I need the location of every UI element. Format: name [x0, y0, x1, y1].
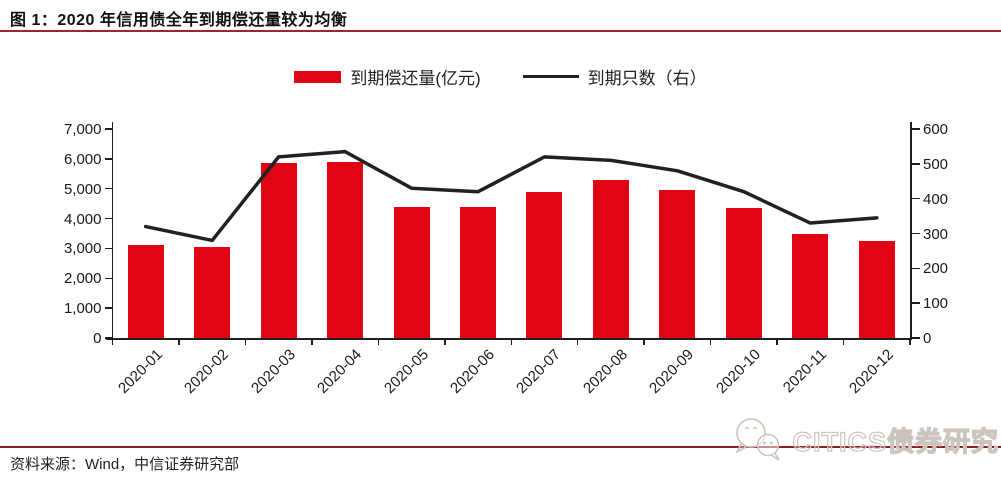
left-axis-tick-label: 0 — [93, 330, 102, 347]
bar-2020-03 — [260, 163, 297, 338]
left-axis-tick-label: 5,000 — [63, 180, 102, 198]
x-axis-tick — [643, 338, 645, 345]
bar-2020-07 — [526, 191, 563, 338]
x-axis-tick — [111, 338, 114, 345]
left-axis-tick-label: 1,000 — [63, 300, 102, 318]
legend-item-bar-series: 到期偿还量(亿元) — [294, 64, 481, 89]
bar-2020-08 — [592, 179, 629, 338]
left-axis-tick-label: 6,000 — [63, 150, 102, 168]
x-axis-tick — [311, 338, 313, 345]
source-note: 资料来源：Wind，中信证券研究部 — [10, 456, 240, 473]
chart-legend: 到期偿还量(亿元) 到期只数（右） — [0, 64, 1001, 89]
x-axis-tick — [377, 338, 380, 345]
left-axis-tick — [104, 277, 113, 280]
bar-2020-01 — [127, 245, 164, 338]
bar-series-swatch — [294, 70, 342, 83]
title-divider-rule — [0, 30, 1001, 32]
legend-item-line-series: 到期只数（右） — [522, 64, 707, 89]
x-axis-tick — [576, 338, 579, 345]
bar-2020-04 — [327, 161, 364, 338]
left-axis-tick-label: 3,000 — [63, 240, 102, 258]
legend-label-line-series: 到期只数（右） — [587, 69, 707, 88]
bar-2020-11 — [792, 233, 829, 338]
right-axis-tick — [911, 232, 920, 235]
left-axis-tick — [104, 307, 113, 309]
bar-2020-06 — [460, 206, 497, 338]
x-axis-tick — [244, 338, 247, 345]
left-axis-line — [111, 122, 113, 340]
left-axis-tick — [104, 247, 113, 250]
right-axis-tick-label: 500 — [923, 155, 949, 173]
x-axis-tick — [709, 338, 712, 345]
bar-2020-02 — [194, 246, 231, 338]
x-axis-tick — [510, 338, 512, 345]
x-axis-tick — [776, 338, 778, 345]
x-axis-line — [105, 338, 912, 340]
right-axis-tick-label: 0 — [923, 330, 932, 347]
maturity-count-line — [143, 149, 879, 243]
figure-title: 图 1：2020 年信用债全年到期偿还量较为均衡 — [10, 12, 348, 29]
line-series-swatch — [522, 74, 579, 79]
left-axis-tick — [104, 187, 113, 190]
right-axis-tick-label: 400 — [923, 190, 949, 208]
right-axis-tick-label: 100 — [923, 295, 949, 313]
bar-2020-10 — [725, 208, 762, 338]
right-axis-line — [910, 122, 912, 340]
bar-2020-05 — [393, 206, 430, 338]
right-axis-tick-label: 300 — [923, 225, 949, 243]
x-axis-tick — [178, 338, 180, 345]
wechat-icon — [735, 418, 781, 461]
legend-label-bar-series: 到期偿还量(亿元) — [350, 69, 481, 88]
right-axis-tick — [911, 197, 920, 200]
left-axis-tick — [104, 337, 113, 339]
right-axis-tick — [911, 163, 920, 165]
x-axis-tick — [909, 338, 911, 345]
bar-2020-09 — [659, 190, 696, 338]
bar-2020-12 — [858, 240, 895, 338]
right-axis-tick — [911, 267, 920, 270]
left-axis-tick-label: 7,000 — [63, 121, 102, 138]
x-axis-tick — [842, 338, 845, 345]
left-axis-tick — [104, 158, 113, 160]
footer-divider-rule — [0, 446, 1001, 448]
left-axis-tick-label: 2,000 — [63, 270, 102, 288]
watermark-text: CITICS债券研究 — [792, 426, 999, 457]
x-axis-tick — [444, 338, 446, 345]
watermark: CITICS债券研究 — [730, 414, 999, 464]
right-axis-tick — [911, 302, 920, 304]
right-axis-tick-label: 200 — [923, 260, 949, 278]
left-axis-tick — [104, 217, 113, 220]
right-axis-tick — [911, 337, 920, 339]
right-axis-tick — [911, 128, 920, 130]
right-axis-tick-label: 600 — [923, 121, 949, 138]
left-axis-tick — [104, 128, 113, 130]
left-axis-tick-label: 4,000 — [63, 210, 102, 228]
